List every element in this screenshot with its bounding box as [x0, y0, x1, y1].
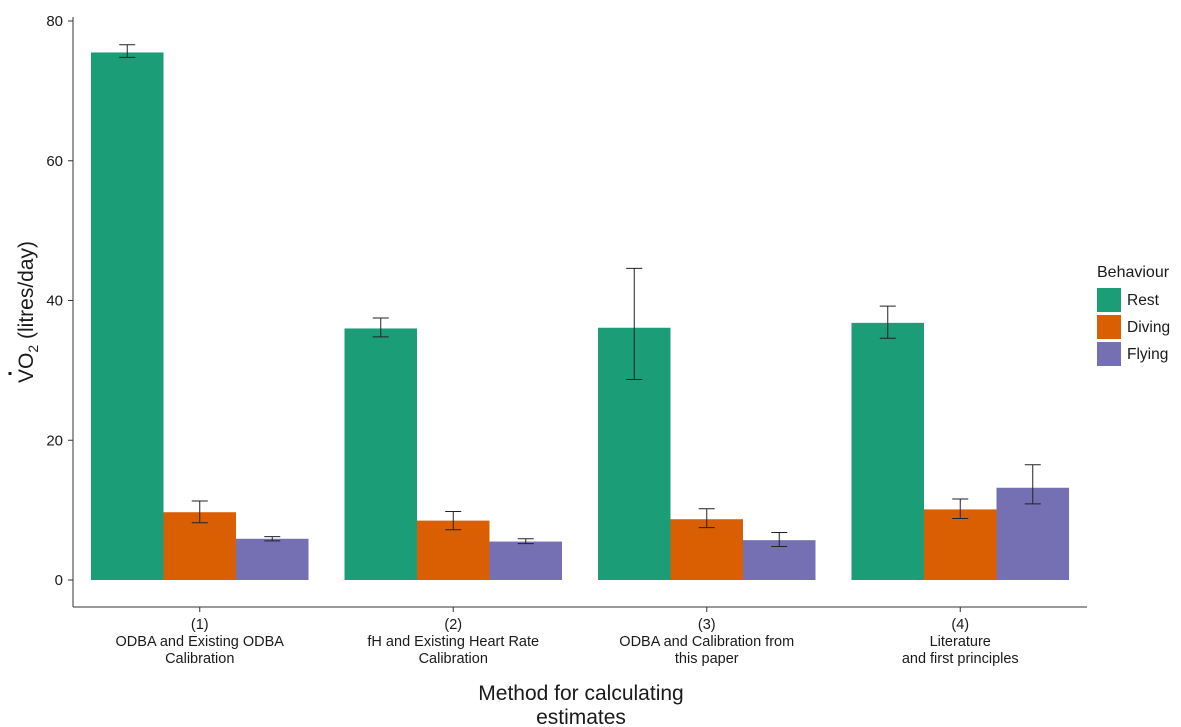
y-axis-title-sub: 2 [25, 345, 41, 353]
y-axis-title-rest: (litres/day) [15, 241, 38, 345]
bar-diving-2 [417, 520, 490, 580]
x-tick-label-4-line2: and first principles [902, 651, 1019, 667]
legend: Behaviour Rest Diving Flying [1097, 264, 1170, 366]
legend-label-rest: Rest [1127, 292, 1160, 309]
bar-rest-1 [91, 52, 164, 581]
error-bar-rest-1 [119, 44, 136, 58]
legend-title: Behaviour [1097, 264, 1170, 281]
x-tick-label-1-line2: Calibration [165, 651, 234, 667]
bar-diving-3 [670, 519, 743, 580]
x-tick-label-1-line1: ODBA and Existing ODBA [116, 634, 285, 650]
bar-rest-4 [851, 322, 924, 580]
y-axis-title-o: O [15, 353, 38, 369]
x-tick-label-2-line1: fH and Existing Heart Rate [367, 634, 539, 650]
y-tick-label: 20 [46, 432, 63, 449]
bars [91, 52, 1069, 581]
x-tick-label-4-number: (4) [951, 617, 969, 633]
error-bar-diving-1 [191, 500, 208, 524]
y-tick-label: 0 [55, 572, 63, 589]
bar-rest-2 [344, 328, 417, 580]
error-bar-flying-1 [264, 536, 281, 542]
legend-label-diving: Diving [1127, 319, 1170, 336]
legend-swatch-diving [1097, 315, 1121, 339]
error-bar-rest-2 [372, 317, 389, 338]
axes [72, 17, 1087, 608]
x-axis-title-line1: Method for calculating [478, 682, 683, 705]
legend-label-flying: Flying [1127, 346, 1168, 363]
x-tick-label-2-line2: Calibration [419, 651, 488, 667]
bar-diving-1 [163, 512, 236, 580]
error-bar-flying-3 [771, 531, 788, 547]
x-tick-label-3-number: (3) [698, 617, 716, 633]
error-bar-rest-4 [879, 305, 896, 339]
x-tick-label-3-line2: this paper [675, 651, 739, 667]
x-axis-title-line2: estimates [536, 706, 626, 727]
error-bar-flying-2 [517, 538, 534, 545]
x-tick-label-2-number: (2) [444, 617, 462, 633]
error-bars [119, 44, 1041, 547]
x-tick-label-4-line1: Literature [930, 634, 991, 650]
error-bar-diving-2 [445, 511, 462, 531]
x-tick-label-3-line1: ODBA and Calibration from [619, 634, 794, 650]
y-ticks: 0 20 40 60 80 [46, 13, 73, 589]
bar-flying-1 [236, 538, 309, 580]
y-tick-label: 80 [46, 13, 63, 30]
y-axis-title: VO2 (litres/day) [15, 241, 41, 383]
y-tick-label: 60 [46, 153, 63, 170]
x-tick-label-1-number: (1) [191, 617, 209, 633]
x-ticks: (1)ODBA and Existing ODBACalibration(2)f… [116, 607, 1019, 667]
legend-swatch-flying [1097, 342, 1121, 366]
y-tick-label: 40 [46, 293, 63, 310]
error-bar-rest-3 [626, 267, 643, 380]
y-axis-title-main: V [15, 369, 38, 383]
bar-diving-4 [924, 509, 997, 580]
error-bar-flying-4 [1024, 464, 1041, 505]
legend-swatch-rest [1097, 288, 1121, 312]
error-bar-diving-3 [698, 508, 715, 529]
bar-flying-2 [489, 541, 562, 580]
error-bar-diving-4 [952, 498, 969, 520]
